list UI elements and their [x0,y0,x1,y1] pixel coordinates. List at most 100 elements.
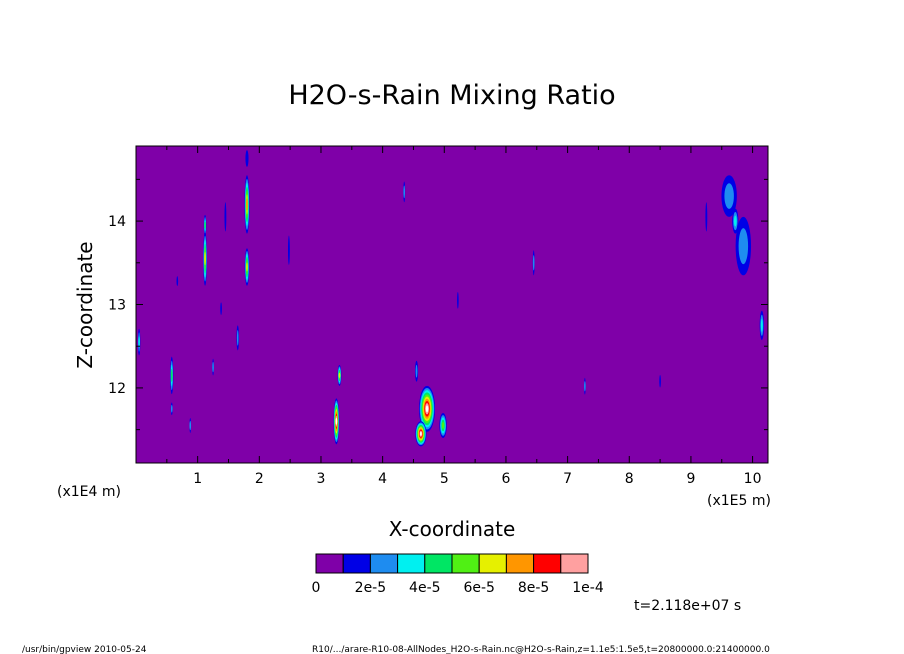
x-tick-label: 2 [255,471,264,487]
rain-feature-contour [287,235,290,265]
rain-feature [721,175,737,217]
colorbar-swatch [533,553,562,574]
footer-left: /usr/bin/gpview 2010-05-24 [22,645,147,654]
x-tick-label: 4 [378,471,387,487]
time-label: t=2.118e+07 s [634,598,741,614]
rain-feature [415,421,427,447]
rain-feature-contour [189,420,192,431]
rain-feature-contour [584,381,586,392]
rain-feature [203,214,207,236]
rain-feature-contour [415,364,418,378]
colorbar-swatch [424,553,453,574]
x-tick-label: 10 [744,471,762,487]
rain-feature [244,248,250,286]
rain-feature [759,310,764,340]
rain-feature-contour [138,336,140,348]
rain-feature [333,398,340,445]
rain-feature [735,216,752,276]
colorbar-tick-label: 4e-5 [409,580,440,596]
rain-feature-contour [403,185,406,199]
x-tick-label: 5 [440,471,449,487]
rain-feature-contour [457,291,459,309]
rain-feature [224,202,227,232]
rain-feature [170,402,173,416]
rain-feature-contour [204,252,206,266]
rain-feature [337,364,342,386]
rain-feature-contour [246,262,248,272]
colorbar-swatch [451,553,480,574]
colorbar-tick-label: 1e-4 [572,580,604,596]
rain-features [137,150,764,447]
rain-feature [203,231,207,286]
y-tick-label: 13 [108,298,126,314]
rain-feature-contour [246,198,248,211]
rain-feature-contour [659,374,661,388]
colorbar-swatch [505,553,535,574]
colorbar-swatch [478,553,507,574]
rain-feature-contour [236,330,239,346]
rain-feature [584,377,586,395]
colorbar-swatch [342,553,371,574]
colorbar-swatch [560,553,589,574]
rain-feature-contour [204,221,206,229]
rain-feature [137,328,141,356]
rain-feature-contour [425,405,429,413]
colorbar-tick-label: 0 [312,580,321,596]
rain-feature-contour [170,404,173,413]
rain-feature-contour [760,318,763,332]
colorbar-tick-label: 6e-5 [463,580,494,596]
rain-feature [244,175,250,234]
rain-feature [403,181,406,203]
rain-feature [439,412,447,438]
rain-feature-contour [212,361,214,373]
rain-feature-contour [532,255,535,271]
colorbar-swatch [369,553,399,574]
rain-feature [457,291,459,309]
rain-feature-contour [224,202,227,232]
rain-feature-contour [705,202,708,232]
rain-feature-contour [170,368,173,382]
colorbar-swatch [397,553,426,574]
rain-feature [419,385,436,432]
rain-feature-contour [738,228,749,265]
x-tick-label: 7 [563,471,572,487]
rain-feature-contour [338,372,341,378]
x-tick-label: 8 [625,471,634,487]
rain-feature [415,360,419,382]
colorbar-tick-labels: 0 2e-5 4e-5 6e-5 8e-5 1e-4 [312,580,604,596]
x-scale-label: (x1E5 m) [707,493,771,509]
y-scale-label: (x1E4 m) [57,484,121,500]
rain-feature-contour [420,431,422,436]
rain-feature [170,356,174,395]
rain-feature [532,250,535,276]
rain-feature-contour [335,417,338,425]
footer-right: R10/.../arare-R10-08-AllNodes_H2O-s-Rain… [312,645,770,654]
x-tick-label: 3 [317,471,326,487]
colorbar-tick-label: 2e-5 [355,580,386,596]
y-axis-ticks: 12 13 14 [108,178,768,431]
rain-feature-contour [245,150,249,167]
x-tick-label: 1 [193,471,202,487]
rain-feature-contour [220,302,222,315]
x-tick-label: 9 [686,471,695,487]
plot-background [136,146,768,463]
rain-feature [705,202,708,232]
rain-feature-contour [176,276,179,287]
colorbar-tick-label: 8e-5 [518,580,549,596]
rain-feature [287,235,290,265]
rain-feature-contour [724,183,734,209]
y-tick-label: 12 [108,381,126,397]
x-axis-label: X-coordinate [389,517,516,541]
rain-feature [220,302,222,315]
colorbar [315,553,589,574]
rain-feature [212,358,214,376]
y-axis-label: Z-coordinate [73,241,97,368]
x-axis-ticks: 1 2 3 4 5 6 7 8 9 10 [166,146,762,487]
colorbar-swatch [315,553,344,574]
rain-feature [732,208,739,234]
rain-feature [236,325,239,351]
y-tick-label: 14 [108,214,126,230]
rain-feature [245,150,249,167]
rain-feature [189,417,192,433]
